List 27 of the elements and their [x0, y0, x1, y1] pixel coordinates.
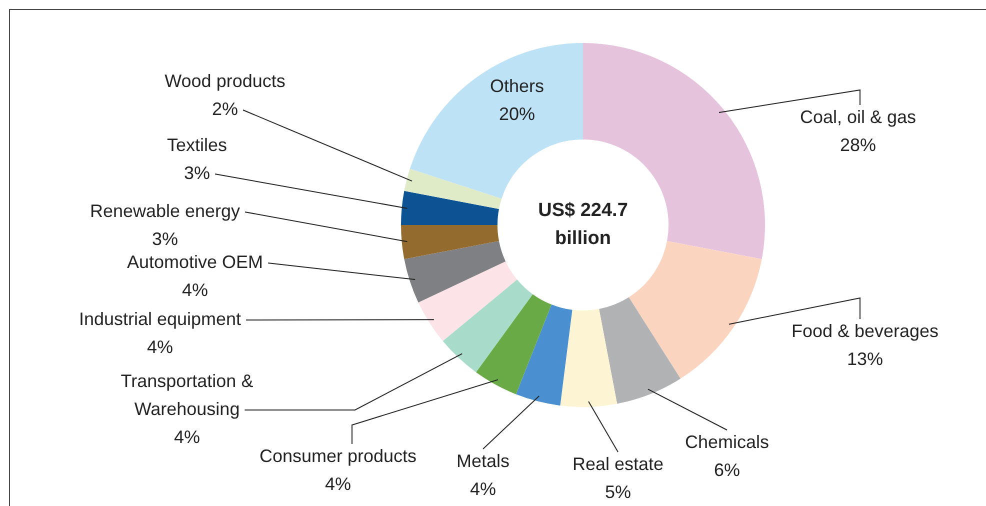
data-label: 3% — [184, 162, 210, 183]
data-label: 4% — [324, 474, 352, 494]
text: US$ 224.7 billion — [538, 200, 628, 250]
slice-label: Industrial equipment — [78, 308, 242, 329]
data-label: 4% — [174, 426, 200, 447]
slice-label: Coal, oil & gas — [800, 106, 916, 127]
slice-label: Wood products — [164, 70, 286, 91]
data-label: 13% — [846, 348, 884, 369]
slice-label: Transportation & Warehousing — [120, 370, 254, 419]
data-label: 3% — [152, 228, 178, 249]
data-label: 2% — [212, 98, 238, 119]
data-label: 5% — [604, 482, 632, 502]
data-label: 4% — [182, 280, 208, 300]
slice-label: Real estate — [572, 454, 664, 474]
data-label: 4% — [146, 336, 174, 357]
data-label: 28% — [840, 134, 876, 155]
slice-label: Consumer products — [259, 446, 417, 466]
slice-label: Food & beverages — [791, 320, 939, 341]
data-label: 6% — [714, 460, 740, 480]
slice-label: Chemicals — [684, 432, 770, 452]
slice-label: Metals — [456, 450, 510, 471]
slice-label: Renewable energy — [90, 200, 240, 221]
data-label: 20% — [498, 104, 536, 124]
data-label: 4% — [470, 478, 496, 499]
slice-label: Textiles — [166, 134, 228, 155]
slice-label: Automotive OEM — [126, 252, 264, 272]
slice-label: Others — [490, 76, 544, 96]
